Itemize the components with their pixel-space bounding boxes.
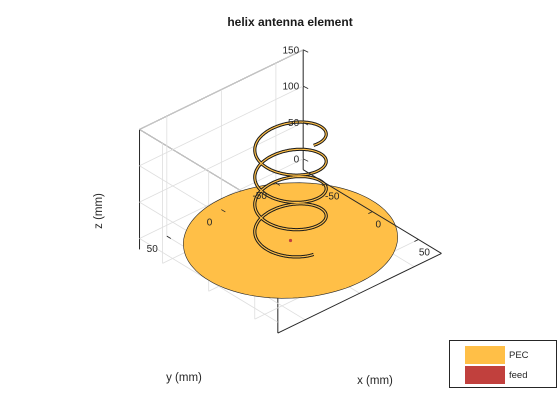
z-tick-label: 100 bbox=[282, 82, 299, 93]
z-tick-mark bbox=[302, 85, 309, 89]
grid-z-left bbox=[139, 122, 304, 203]
z-tick-mark bbox=[302, 158, 309, 162]
z-tick-label: 150 bbox=[282, 45, 299, 56]
y-tick-mark bbox=[221, 209, 226, 213]
feed-point bbox=[288, 238, 293, 243]
box-edge bbox=[277, 252, 442, 334]
x-tick-label: 0 bbox=[376, 220, 382, 231]
legend-swatch-pec bbox=[465, 346, 505, 364]
legend-swatch-feed bbox=[465, 366, 505, 384]
z-tick-mark bbox=[302, 49, 309, 53]
legend: PEC feed bbox=[449, 340, 557, 388]
z-tick-label: 0 bbox=[294, 154, 300, 165]
x-tick-mark bbox=[322, 183, 327, 187]
chart-title: helix antenna element bbox=[227, 15, 352, 29]
x-tick-mark bbox=[368, 211, 373, 214]
x-axis-label: x (mm) bbox=[357, 375, 393, 387]
y-tick-label: -50 bbox=[252, 191, 267, 202]
legend-label-pec: PEC bbox=[509, 349, 529, 361]
y-tick-label: 0 bbox=[207, 218, 213, 229]
z-axis-label: z (mm) bbox=[93, 193, 105, 229]
y-tick-mark bbox=[275, 182, 281, 186]
legend-label-feed: feed bbox=[509, 369, 528, 381]
y-axis-label: y (mm) bbox=[166, 372, 202, 384]
legend-item-feed: feed bbox=[465, 366, 528, 384]
x-tick-label: 50 bbox=[419, 247, 431, 258]
x-tick-mark bbox=[414, 239, 419, 242]
z-tick-mark bbox=[302, 122, 309, 126]
grid-z-left bbox=[139, 49, 304, 130]
y-tick-label: 50 bbox=[147, 244, 159, 255]
helix-element bbox=[253, 120, 328, 259]
legend-item-pec: PEC bbox=[465, 346, 529, 364]
x-tick-label: -50 bbox=[325, 192, 340, 203]
helix-wire bbox=[254, 121, 327, 258]
z-tick-label: 50 bbox=[288, 118, 300, 129]
grid-z-left bbox=[139, 85, 304, 167]
tick-labels: 0 50 100 150 -50 0 50 -50 0 50 bbox=[147, 45, 431, 258]
y-tick-mark bbox=[166, 235, 172, 239]
